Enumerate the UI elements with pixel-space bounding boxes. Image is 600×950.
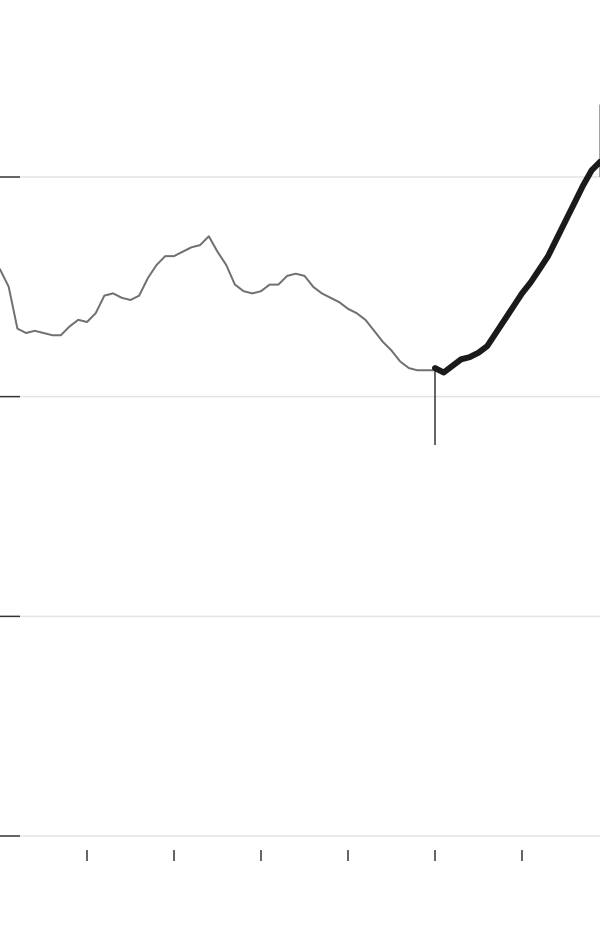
series-line-2 (432, 158, 600, 376)
series-line-1 (0, 235, 436, 372)
y-axis-ticks (0, 176, 20, 837)
x-axis-ticks (86, 850, 523, 861)
annotations (434, 104, 600, 445)
series (0, 158, 600, 376)
gridlines (20, 176, 600, 837)
